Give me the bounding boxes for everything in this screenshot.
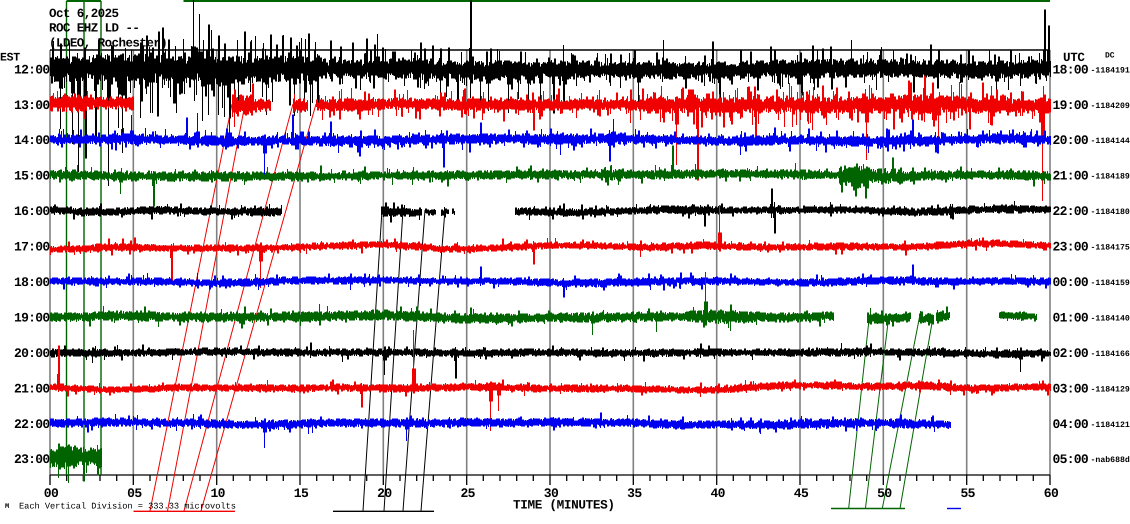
svg-text:00:00: 00:00 <box>1053 275 1089 290</box>
svg-text:05: 05 <box>127 486 142 501</box>
svg-text:03:00: 03:00 <box>1053 381 1089 396</box>
svg-text:-1184175: -1184175 <box>1091 244 1130 253</box>
svg-text:10: 10 <box>210 486 225 501</box>
svg-text:TIME (MINUTES): TIME (MINUTES) <box>513 498 615 513</box>
svg-text:20:00: 20:00 <box>1053 133 1089 148</box>
svg-text:(LDEO, Rochester): (LDEO, Rochester) <box>49 37 167 51</box>
svg-text:22:00: 22:00 <box>14 417 50 432</box>
svg-text:ROC EHZ LD --: ROC EHZ LD -- <box>49 22 139 36</box>
svg-text:15: 15 <box>294 486 309 501</box>
svg-text:16:00: 16:00 <box>14 204 50 219</box>
svg-text:22:00: 22:00 <box>1053 204 1089 219</box>
svg-text:21:00: 21:00 <box>1053 169 1089 184</box>
svg-text:12:00: 12:00 <box>14 62 50 77</box>
svg-text:25: 25 <box>460 486 475 501</box>
svg-text:-1184191: -1184191 <box>1091 66 1130 75</box>
svg-text:21:00: 21:00 <box>14 381 50 396</box>
svg-text:55: 55 <box>960 486 975 501</box>
svg-text:-1184209: -1184209 <box>1091 102 1130 111</box>
svg-text:23:00: 23:00 <box>14 452 50 467</box>
svg-text:02:00: 02:00 <box>1053 346 1089 361</box>
svg-text:18:00: 18:00 <box>1053 62 1089 77</box>
svg-text:01:00: 01:00 <box>1053 311 1089 326</box>
svg-text:-1184121: -1184121 <box>1091 421 1130 430</box>
svg-text:18:00: 18:00 <box>14 275 50 290</box>
svg-text:45: 45 <box>794 486 809 501</box>
svg-text:DC: DC <box>1105 52 1115 61</box>
svg-text:20:00: 20:00 <box>14 346 50 361</box>
svg-text:Oct 6,2025: Oct 6,2025 <box>49 7 119 21</box>
svg-text:Each Vertical Division = 333.: Each Vertical Division = 333.33 microvol… <box>19 502 236 512</box>
svg-text:35: 35 <box>627 486 642 501</box>
svg-text:04:00: 04:00 <box>1053 417 1089 432</box>
svg-text:-1184140: -1184140 <box>1091 315 1130 324</box>
svg-text:17:00: 17:00 <box>14 240 50 255</box>
svg-text:EST: EST <box>0 52 20 65</box>
svg-text:-nab688d: -nab688d <box>1091 456 1130 465</box>
svg-text:-1184180: -1184180 <box>1091 208 1130 217</box>
svg-text:40: 40 <box>710 486 725 501</box>
svg-text:13:00: 13:00 <box>14 98 50 113</box>
svg-text:-1184166: -1184166 <box>1091 350 1130 359</box>
svg-text:-1184189: -1184189 <box>1091 173 1130 182</box>
svg-text:14:00: 14:00 <box>14 133 50 148</box>
svg-text:20: 20 <box>377 486 392 501</box>
svg-text:50: 50 <box>877 486 892 501</box>
svg-text:19:00: 19:00 <box>14 311 50 326</box>
svg-text:60: 60 <box>1044 486 1059 501</box>
svg-text:M: M <box>5 503 9 511</box>
svg-text:-1184159: -1184159 <box>1091 279 1130 288</box>
svg-text:23:00: 23:00 <box>1053 240 1089 255</box>
svg-text:19:00: 19:00 <box>1053 98 1089 113</box>
svg-text:15:00: 15:00 <box>14 169 50 184</box>
svg-text:00: 00 <box>44 486 59 501</box>
svg-text:-1184129: -1184129 <box>1091 385 1130 394</box>
svg-text:05:00: 05:00 <box>1053 452 1089 467</box>
svg-text:-1184144: -1184144 <box>1091 137 1130 146</box>
svg-text:UTC: UTC <box>1063 51 1085 65</box>
svg-text:30: 30 <box>544 486 559 501</box>
